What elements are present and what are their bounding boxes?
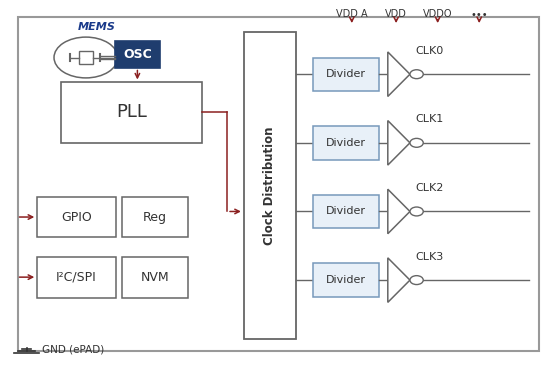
- Text: GPIO: GPIO: [61, 210, 92, 224]
- Polygon shape: [388, 121, 410, 165]
- Text: CLK3: CLK3: [416, 252, 444, 262]
- Text: NVM: NVM: [141, 270, 170, 284]
- Circle shape: [410, 276, 423, 285]
- Text: Divider: Divider: [326, 207, 366, 216]
- Text: OSC: OSC: [123, 47, 152, 61]
- Text: PLL: PLL: [116, 104, 147, 121]
- Bar: [122, 197, 188, 237]
- Bar: [313, 58, 379, 91]
- Ellipse shape: [54, 37, 118, 78]
- Text: MEMS: MEMS: [78, 22, 116, 32]
- Text: I²C/SPI: I²C/SPI: [56, 270, 97, 284]
- Text: VDD A: VDD A: [336, 9, 368, 19]
- Bar: [79, 51, 93, 64]
- Bar: [313, 126, 379, 160]
- Text: Divider: Divider: [326, 275, 366, 285]
- Bar: [37, 197, 116, 237]
- Text: Reg: Reg: [143, 210, 167, 224]
- Circle shape: [410, 70, 423, 79]
- Text: VDDO: VDDO: [423, 9, 453, 19]
- Text: Clock Distribution: Clock Distribution: [263, 126, 276, 245]
- Text: •••: •••: [470, 10, 488, 20]
- Text: Divider: Divider: [326, 138, 366, 148]
- Polygon shape: [388, 258, 410, 302]
- Circle shape: [410, 138, 423, 147]
- Text: VDD: VDD: [385, 9, 407, 19]
- Bar: [37, 257, 116, 298]
- Bar: [313, 195, 379, 228]
- Bar: [61, 82, 202, 143]
- Polygon shape: [388, 52, 410, 96]
- Circle shape: [410, 207, 423, 216]
- Text: CLK0: CLK0: [416, 46, 444, 56]
- Text: CLK1: CLK1: [416, 114, 444, 124]
- Bar: [115, 41, 160, 68]
- Bar: [122, 257, 188, 298]
- Bar: [244, 32, 296, 339]
- Text: CLK2: CLK2: [416, 183, 444, 193]
- Text: Divider: Divider: [326, 69, 366, 79]
- Bar: [313, 263, 379, 297]
- Polygon shape: [388, 189, 410, 234]
- Text: GND (ePAD): GND (ePAD): [42, 345, 104, 354]
